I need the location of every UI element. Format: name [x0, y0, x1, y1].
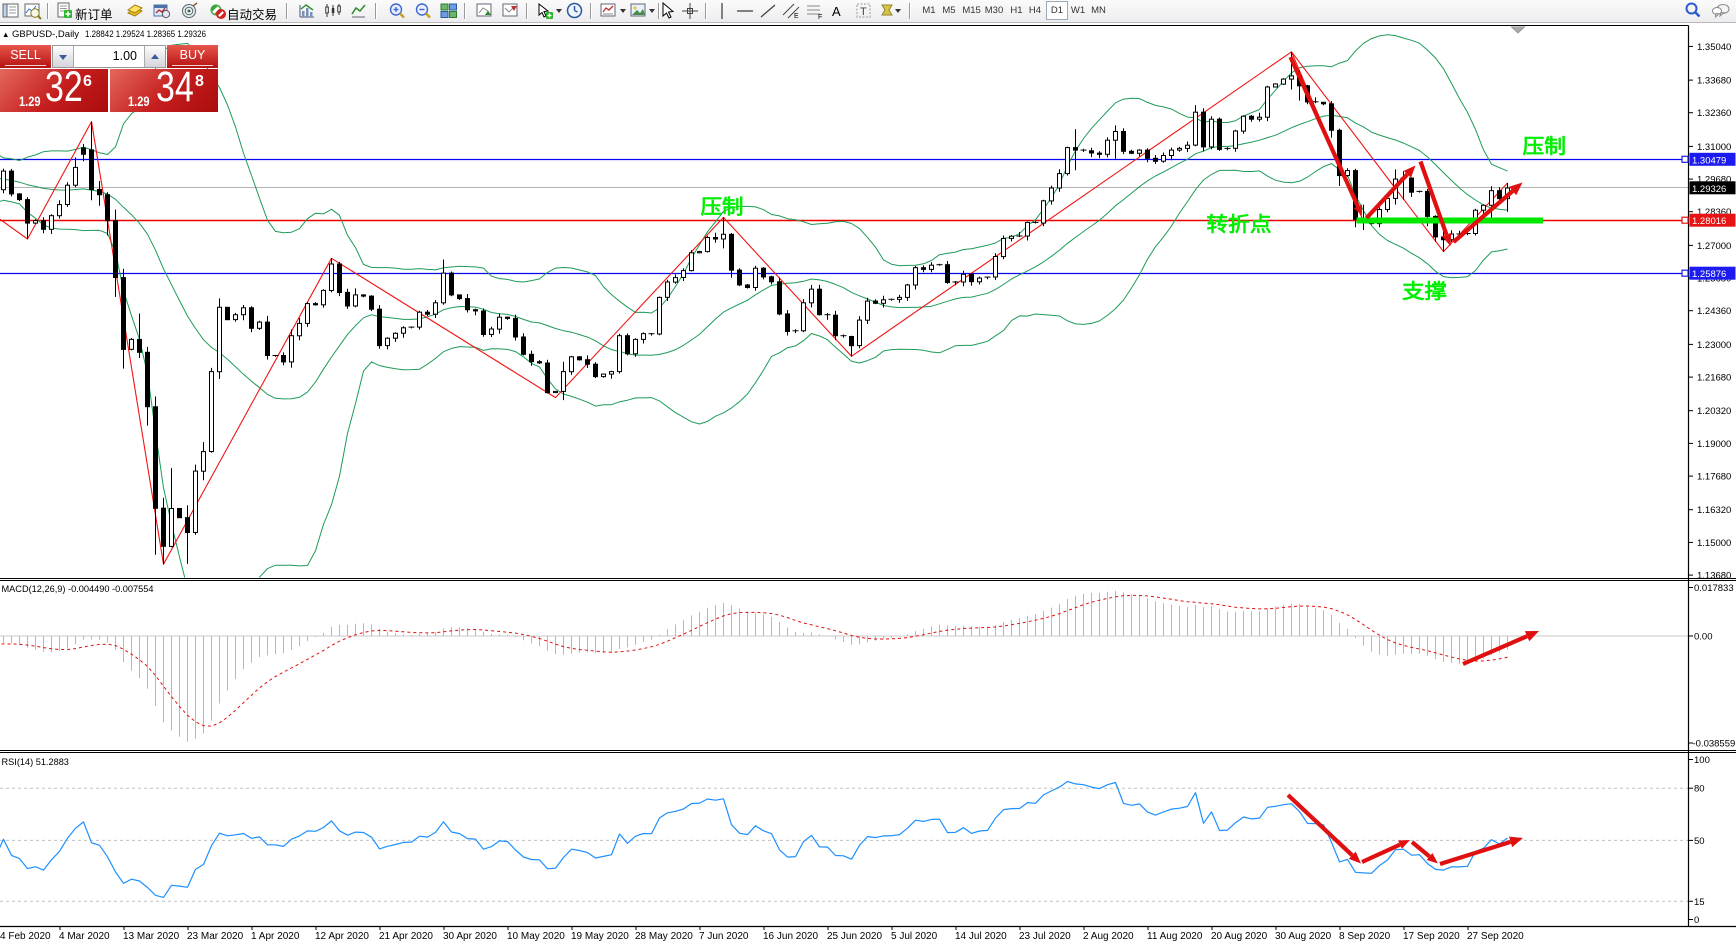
- svg-text:13 Mar 2020: 13 Mar 2020: [123, 931, 180, 942]
- svg-text:1.28016: 1.28016: [1692, 216, 1726, 227]
- svg-text:支撑: 支撑: [1402, 279, 1447, 303]
- svg-text:28 May 2020: 28 May 2020: [635, 931, 693, 942]
- svg-text:1.32360: 1.32360: [1697, 108, 1731, 119]
- svg-text:1.23000: 1.23000: [1697, 340, 1731, 351]
- svg-text:19 May 2020: 19 May 2020: [571, 931, 629, 942]
- svg-text:80: 80: [1694, 784, 1705, 795]
- svg-text:转折点: 转折点: [1207, 212, 1272, 236]
- svg-text:1.21680: 1.21680: [1697, 373, 1731, 384]
- svg-text:2 Aug 2020: 2 Aug 2020: [1083, 931, 1134, 942]
- svg-text:压制: 压制: [701, 196, 744, 219]
- svg-text:23 Jul 2020: 23 Jul 2020: [1019, 931, 1071, 942]
- svg-text:1.29326: 1.29326: [1692, 184, 1726, 195]
- svg-text:17 Sep 2020: 17 Sep 2020: [1403, 931, 1460, 942]
- svg-text:8 Sep 2020: 8 Sep 2020: [1339, 931, 1391, 942]
- svg-text:1.17680: 1.17680: [1697, 472, 1731, 483]
- svg-text:1.31000: 1.31000: [1697, 142, 1731, 153]
- svg-text:1.24360: 1.24360: [1697, 306, 1731, 317]
- svg-text:1 Apr 2020: 1 Apr 2020: [251, 931, 300, 942]
- svg-text:30 Apr 2020: 30 Apr 2020: [443, 931, 497, 942]
- svg-text:1.16320: 1.16320: [1697, 505, 1731, 516]
- svg-text:1.33680: 1.33680: [1697, 76, 1731, 87]
- svg-text:1.19000: 1.19000: [1697, 439, 1731, 450]
- svg-text:30 Aug 2020: 30 Aug 2020: [1275, 931, 1332, 942]
- svg-text:5 Jul 2020: 5 Jul 2020: [891, 931, 938, 942]
- svg-text:10 May 2020: 10 May 2020: [507, 931, 565, 942]
- svg-text:0.017833: 0.017833: [1694, 583, 1734, 594]
- svg-text:1.27000: 1.27000: [1697, 241, 1731, 252]
- svg-text:23 Mar 2020: 23 Mar 2020: [187, 931, 244, 942]
- svg-text:压制: 压制: [1523, 135, 1567, 158]
- svg-text:0.00: 0.00: [1694, 632, 1713, 643]
- svg-text:21 Apr 2020: 21 Apr 2020: [379, 931, 433, 942]
- svg-text:50: 50: [1694, 836, 1705, 847]
- svg-text:20 Aug 2020: 20 Aug 2020: [1211, 931, 1268, 942]
- svg-text:E: E: [794, 13, 799, 20]
- svg-text:T: T: [860, 6, 867, 18]
- svg-text:11 Aug 2020: 11 Aug 2020: [1147, 931, 1203, 942]
- svg-text:1.15000: 1.15000: [1697, 538, 1731, 549]
- svg-text:1.20320: 1.20320: [1697, 406, 1731, 417]
- svg-text:1.28842 1.29524 1.28365 1.2932: 1.28842 1.29524 1.28365 1.29326: [85, 29, 206, 39]
- svg-text:GBPUSD-,Daily: GBPUSD-,Daily: [12, 29, 79, 40]
- svg-text:RSI(14) 51.2883: RSI(14) 51.2883: [2, 757, 69, 767]
- svg-text:14 Jul 2020: 14 Jul 2020: [955, 931, 1007, 942]
- svg-text:1.13680: 1.13680: [1697, 571, 1731, 582]
- svg-text:0: 0: [1694, 915, 1699, 926]
- svg-text:1.30479: 1.30479: [1692, 155, 1726, 166]
- svg-text:16 Jun 2020: 16 Jun 2020: [763, 931, 818, 942]
- svg-text:4 Mar 2020: 4 Mar 2020: [59, 931, 110, 942]
- svg-text:12 Apr 2020: 12 Apr 2020: [315, 931, 369, 942]
- svg-text:25 Jun 2020: 25 Jun 2020: [827, 931, 882, 942]
- svg-text:1.29680: 1.29680: [1697, 175, 1731, 186]
- svg-text:4 Feb 2020: 4 Feb 2020: [0, 931, 51, 942]
- svg-text:1.25876: 1.25876: [1692, 269, 1726, 280]
- svg-text:1.35040: 1.35040: [1697, 42, 1731, 53]
- svg-text:-0.038559: -0.038559: [1693, 739, 1736, 750]
- svg-text:7 Jun 2020: 7 Jun 2020: [699, 931, 749, 942]
- svg-text:▲: ▲: [2, 30, 9, 39]
- svg-text:1.28360: 1.28360: [1697, 207, 1731, 218]
- svg-text:27 Sep 2020: 27 Sep 2020: [1467, 931, 1524, 942]
- svg-text:F: F: [818, 14, 822, 20]
- svg-text:MACD(12,26,9) -0.004490 -0.007: MACD(12,26,9) -0.004490 -0.007554: [2, 584, 154, 594]
- svg-text:15: 15: [1694, 897, 1705, 908]
- svg-text:100: 100: [1694, 755, 1710, 766]
